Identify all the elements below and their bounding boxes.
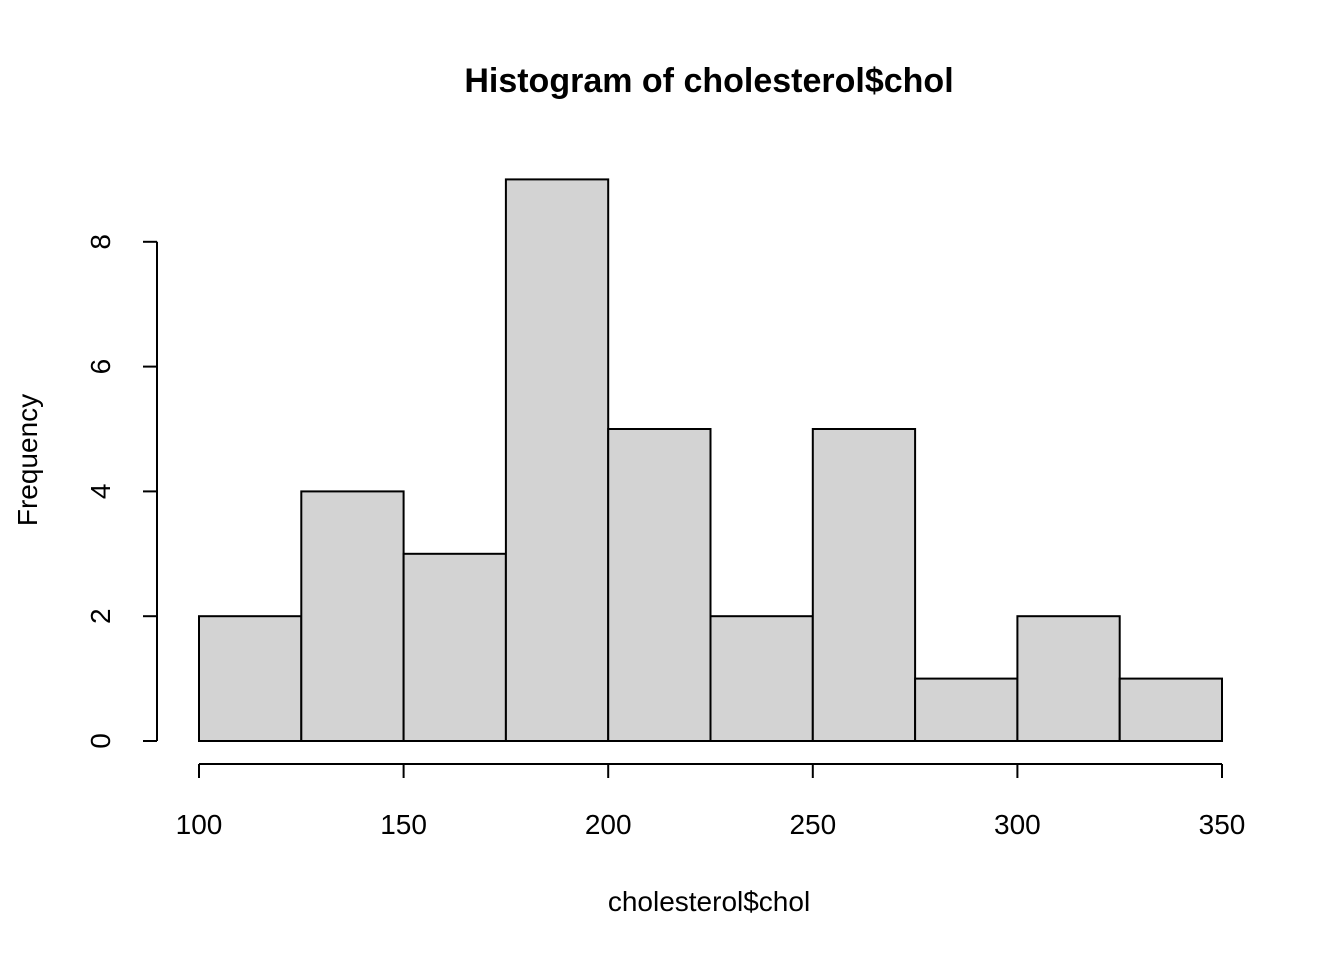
histogram-bar-6: [811, 428, 917, 742]
histogram-bar-8: [1016, 615, 1121, 743]
y-tick-label-2: 4: [85, 484, 116, 500]
bars-group: [198, 178, 1223, 743]
y-axis-label: Frequency: [12, 394, 43, 526]
histogram-bar-5: [709, 615, 814, 743]
y-tick-label-4: 8: [85, 234, 116, 250]
x-axis-label: cholesterol$chol: [608, 886, 810, 917]
histogram-bar-0: [198, 615, 303, 743]
x-tick-label-2: 200: [585, 809, 632, 840]
x-tick-label-5: 350: [1199, 809, 1246, 840]
y-tick-label-0: 0: [85, 733, 116, 749]
x-tick-label-3: 250: [789, 809, 836, 840]
x-axis: 100 150 200 250 300 350: [176, 763, 1246, 840]
y-tick-label-1: 2: [85, 608, 116, 624]
x-tick-label-1: 150: [380, 809, 427, 840]
histogram-bar-1: [300, 490, 405, 742]
histogram-bar-7: [914, 677, 1019, 742]
histogram-bar-4: [607, 428, 712, 742]
y-tick-label-3: 6: [85, 359, 116, 375]
x-tick-label-4: 300: [994, 809, 1041, 840]
y-axis: 0 2 4 6 8: [85, 234, 158, 749]
histogram-bar-2: [402, 552, 507, 742]
chart-title: Histogram of cholesterol$chol: [464, 62, 953, 100]
x-tick-label-0: 100: [176, 809, 223, 840]
histogram-bar-9: [1118, 677, 1223, 742]
histogram-bar-3: [504, 178, 610, 742]
